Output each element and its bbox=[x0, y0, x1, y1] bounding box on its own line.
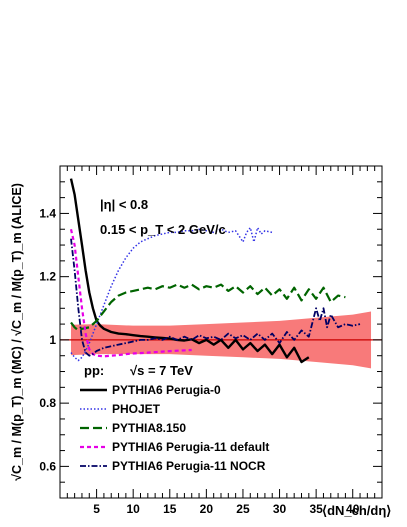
axis-tick-labels: 5 10 15 20 25 30 35 40 0.6 0.8 1 1.2 1.4 bbox=[39, 206, 359, 516]
legend-label-3: PYTHIA8.150 bbox=[112, 421, 186, 435]
x-tick-label: 15 bbox=[163, 502, 177, 516]
legend-label-5: PYTHIA6 Perugia-11 NOCR bbox=[112, 459, 266, 473]
legend-label-4: PYTHIA6 Perugia-11 default bbox=[112, 440, 269, 454]
annotation-pt-cut: 0.15 < p_T < 2 GeV/c bbox=[100, 222, 226, 237]
x-tick-label: 40 bbox=[346, 502, 360, 516]
annotation-eta-cut: |η| < 0.8 bbox=[100, 197, 148, 212]
y-tick-label: 1.4 bbox=[39, 206, 56, 220]
series-layer bbox=[69, 178, 361, 364]
series-line-3 bbox=[70, 283, 346, 332]
x-axis-title: ⟨dN_ch/dη⟩ bbox=[322, 503, 391, 518]
x-tick-label: 25 bbox=[236, 502, 250, 516]
x-tick-label: 20 bbox=[200, 502, 214, 516]
y-tick-label: 0.8 bbox=[39, 396, 56, 410]
x-tick-label: 10 bbox=[127, 502, 141, 516]
x-tick-label: 5 bbox=[93, 502, 100, 516]
x-tick-label: 35 bbox=[309, 502, 323, 516]
legend-label-1: PYTHIA6 Perugia-0 bbox=[112, 383, 221, 397]
y-tick-label: 1 bbox=[49, 333, 56, 347]
y-tick-label: 0.6 bbox=[39, 459, 56, 473]
annotation-energy: √s = 7 TeV bbox=[130, 363, 193, 378]
annotation-system: pp: bbox=[84, 363, 104, 378]
y-tick-label: 1.2 bbox=[39, 270, 56, 284]
series-line-5 bbox=[70, 238, 361, 357]
legend-label-2: PHOJET bbox=[112, 402, 161, 416]
legend: PYTHIA6 Perugia-0 PHOJET PYTHIA8.150 PYTHIA… bbox=[80, 383, 269, 473]
y-axis-title: √C_m / M(p_T)_m (MC) / √C_m / M(p_T)_m (… bbox=[10, 183, 24, 481]
axis-ticks bbox=[60, 165, 383, 499]
x-tick-label: 30 bbox=[273, 502, 287, 516]
